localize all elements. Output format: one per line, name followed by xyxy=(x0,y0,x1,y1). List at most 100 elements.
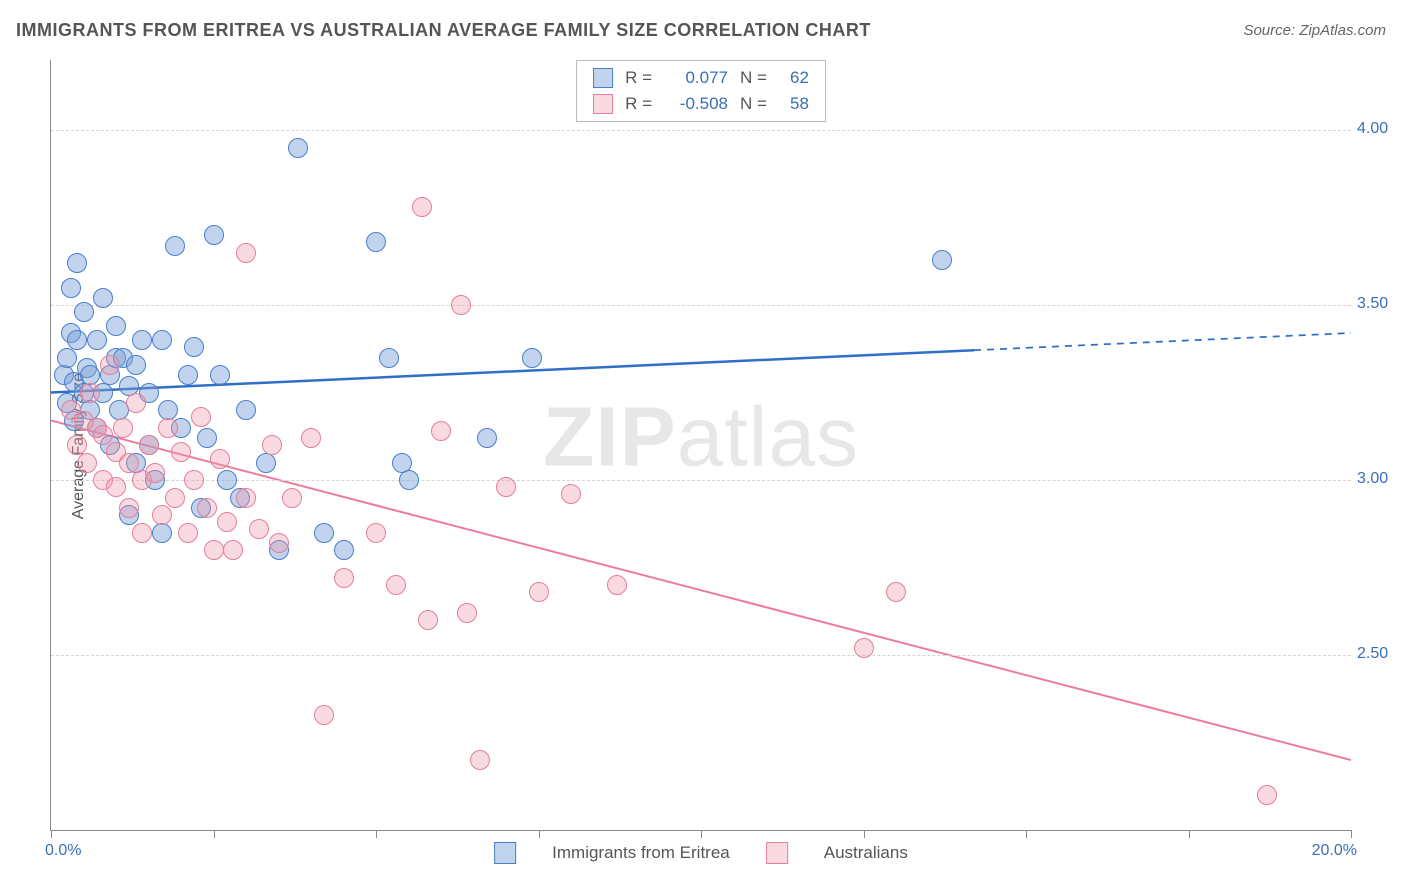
ytick-label: 3.50 xyxy=(1357,295,1405,313)
n-label: N = xyxy=(740,91,767,117)
xtick xyxy=(1189,830,1190,838)
xtick xyxy=(1351,830,1352,838)
scatter-point xyxy=(217,470,237,490)
xtick xyxy=(214,830,215,838)
scatter-point xyxy=(152,523,172,543)
stats-row-eritrea: R = 0.077 N = 62 xyxy=(593,65,809,91)
chart-title: IMMIGRANTS FROM ERITREA VS AUSTRALIAN AV… xyxy=(16,20,871,41)
swatch-australians xyxy=(593,94,613,114)
scatter-point xyxy=(379,348,399,368)
scatter-point xyxy=(204,540,224,560)
scatter-point xyxy=(217,512,237,532)
scatter-point xyxy=(197,428,217,448)
scatter-point xyxy=(366,232,386,252)
stats-box: R = 0.077 N = 62 R = -0.508 N = 58 xyxy=(576,60,826,122)
scatter-point xyxy=(93,288,113,308)
xtick xyxy=(51,830,52,838)
scatter-point xyxy=(165,488,185,508)
scatter-point xyxy=(139,435,159,455)
scatter-point xyxy=(236,400,256,420)
scatter-point xyxy=(256,453,276,473)
legend-swatch-australians xyxy=(766,842,788,864)
gridline xyxy=(51,305,1351,306)
xtick xyxy=(864,830,865,838)
scatter-point xyxy=(100,355,120,375)
legend-label-australians: Australians xyxy=(824,843,908,863)
xtick xyxy=(701,830,702,838)
scatter-point xyxy=(152,330,172,350)
scatter-point xyxy=(197,498,217,518)
stats-row-australians: R = -0.508 N = 58 xyxy=(593,91,809,117)
scatter-point xyxy=(87,330,107,350)
watermark-bold: ZIP xyxy=(543,390,677,484)
xtick xyxy=(1026,830,1027,838)
scatter-point xyxy=(496,477,516,497)
regression-lines xyxy=(51,60,1351,830)
r-value-eritrea: 0.077 xyxy=(664,65,728,91)
scatter-point xyxy=(210,365,230,385)
scatter-point xyxy=(412,197,432,217)
scatter-point xyxy=(1257,785,1277,805)
scatter-point xyxy=(607,575,627,595)
n-value-australians: 58 xyxy=(779,91,809,117)
scatter-point xyxy=(399,470,419,490)
scatter-point xyxy=(210,449,230,469)
scatter-point xyxy=(470,750,490,770)
ytick-label: 3.00 xyxy=(1357,470,1405,488)
scatter-point xyxy=(113,418,133,438)
scatter-point xyxy=(223,540,243,560)
n-value-eritrea: 62 xyxy=(779,65,809,91)
gridline xyxy=(51,480,1351,481)
scatter-point xyxy=(158,418,178,438)
scatter-point xyxy=(282,488,302,508)
scatter-point xyxy=(93,425,113,445)
scatter-point xyxy=(152,505,172,525)
scatter-point xyxy=(561,484,581,504)
scatter-point xyxy=(74,302,94,322)
scatter-point xyxy=(386,575,406,595)
scatter-point xyxy=(457,603,477,623)
r-label: R = xyxy=(625,91,652,117)
chart-container: IMMIGRANTS FROM ERITREA VS AUSTRALIAN AV… xyxy=(0,0,1406,892)
scatter-point xyxy=(132,523,152,543)
scatter-point xyxy=(366,523,386,543)
source-label: Source: ZipAtlas.com xyxy=(1243,22,1386,39)
legend-label-eritrea: Immigrants from Eritrea xyxy=(552,843,730,863)
scatter-point xyxy=(184,337,204,357)
scatter-point xyxy=(61,278,81,298)
scatter-point xyxy=(334,540,354,560)
scatter-point xyxy=(854,638,874,658)
scatter-point xyxy=(529,582,549,602)
gridline xyxy=(51,130,1351,131)
scatter-point xyxy=(334,568,354,588)
scatter-point xyxy=(477,428,497,448)
scatter-point xyxy=(886,582,906,602)
scatter-point xyxy=(269,533,289,553)
scatter-point xyxy=(249,519,269,539)
x-axis-label-right: 20.0% xyxy=(1312,842,1357,860)
gridline xyxy=(51,655,1351,656)
scatter-point xyxy=(191,407,211,427)
scatter-point xyxy=(236,243,256,263)
scatter-point xyxy=(119,498,139,518)
scatter-point xyxy=(126,393,146,413)
scatter-point xyxy=(178,523,198,543)
plot-area: ZIPatlas R = 0.077 N = 62 R = -0.508 N =… xyxy=(50,60,1351,831)
scatter-point xyxy=(178,365,198,385)
ytick-label: 4.00 xyxy=(1357,120,1405,138)
scatter-point xyxy=(80,383,100,403)
scatter-point xyxy=(418,610,438,630)
legend-swatch-eritrea xyxy=(494,842,516,864)
scatter-point xyxy=(451,295,471,315)
scatter-point xyxy=(262,435,282,455)
x-axis-label-left: 0.0% xyxy=(45,842,81,860)
r-value-australians: -0.508 xyxy=(664,91,728,117)
xtick xyxy=(376,830,377,838)
scatter-point xyxy=(314,523,334,543)
swatch-eritrea xyxy=(593,68,613,88)
scatter-point xyxy=(132,330,152,350)
scatter-point xyxy=(314,705,334,725)
scatter-point xyxy=(301,428,321,448)
scatter-point xyxy=(67,330,87,350)
watermark-thin: atlas xyxy=(677,390,859,484)
